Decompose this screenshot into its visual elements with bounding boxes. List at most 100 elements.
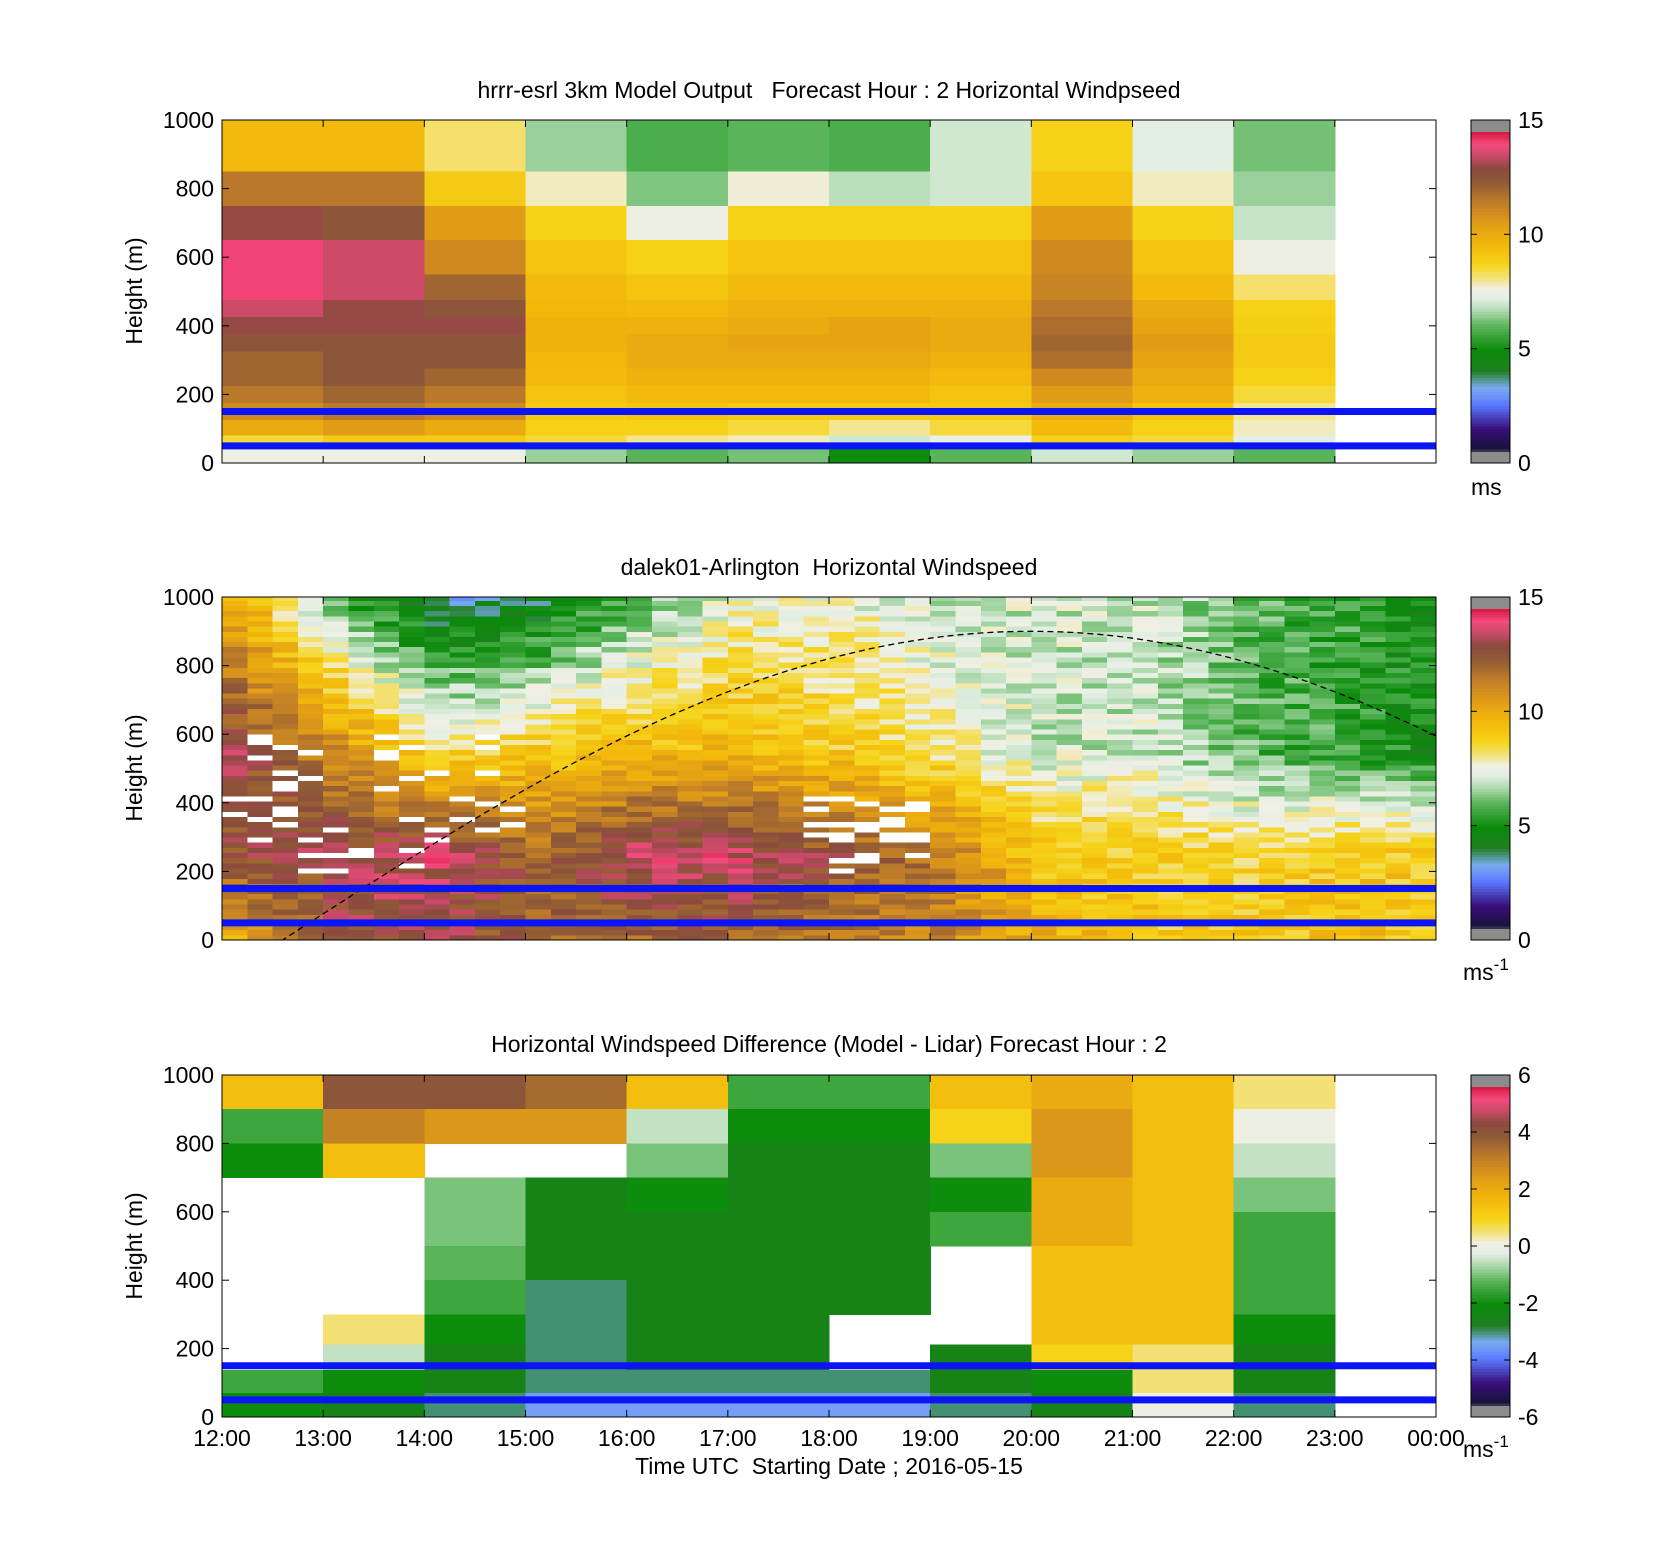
heatmap-cell	[753, 909, 779, 915]
heatmap-cell	[955, 847, 982, 854]
heatmap-cell	[576, 780, 602, 787]
colorbar-swatch	[1471, 208, 1510, 213]
heatmap-cell	[399, 790, 425, 797]
colorbar-swatch	[1471, 908, 1510, 913]
heatmap-cell	[1258, 909, 1285, 915]
heatmap-cell	[1233, 759, 1260, 766]
heatmap-cell	[550, 821, 577, 828]
heatmap-cell	[778, 842, 805, 848]
heatmap-cell	[1334, 698, 1361, 704]
heatmap-cell	[474, 909, 501, 915]
heatmap-cell	[525, 708, 552, 715]
x-tick-label: 12:00	[193, 1425, 251, 1451]
heatmap-cell	[1334, 682, 1361, 689]
heatmap-cell	[1309, 806, 1336, 812]
heatmap-cell	[829, 1177, 931, 1213]
heatmap-cell	[500, 780, 526, 787]
heatmap-cell	[778, 646, 805, 653]
heatmap-cell	[399, 914, 425, 920]
heatmap-cell	[1107, 672, 1133, 679]
heatmap-cell	[449, 626, 476, 632]
heatmap-cell	[500, 765, 526, 771]
colorbar-swatch	[1471, 1354, 1510, 1358]
heatmap-cell	[1132, 903, 1159, 910]
heatmap-cell	[323, 826, 349, 833]
heatmap-cell	[424, 780, 451, 787]
heatmap-cell	[753, 785, 779, 792]
heatmap-cell	[550, 806, 577, 812]
heatmap-cell	[525, 646, 552, 653]
heatmap-cell	[399, 693, 425, 699]
heatmap-cell	[247, 698, 274, 704]
heatmap-cell	[424, 682, 451, 689]
heatmap-cell	[1233, 785, 1260, 792]
colorbar-swatch	[1471, 751, 1510, 755]
heatmap-cell	[803, 816, 830, 823]
heatmap-cell	[930, 662, 956, 668]
heatmap-cell	[1360, 873, 1386, 879]
heatmap-cell	[1233, 605, 1260, 612]
heatmap-cell	[525, 703, 552, 709]
heatmap-cell	[348, 780, 375, 787]
heatmap-cell	[474, 651, 501, 658]
heatmap-cell	[677, 682, 704, 689]
heatmap-cell	[525, 351, 628, 370]
heatmap-cell	[753, 600, 779, 607]
heatmap-cell	[1081, 831, 1108, 838]
heatmap-cell	[727, 759, 754, 766]
heatmap-cell	[449, 765, 476, 771]
panel-lidar-colorbar-unit: ms-1	[1463, 955, 1509, 985]
heatmap-cell	[1031, 729, 1058, 735]
heatmap-cell	[1157, 703, 1184, 709]
heatmap-cell	[1031, 682, 1058, 689]
heatmap-cell	[500, 837, 526, 843]
heatmap-cell	[1258, 703, 1285, 709]
heatmap-cell	[1284, 785, 1311, 792]
heatmap-cell	[272, 631, 299, 637]
colorbar-swatch	[1471, 854, 1510, 858]
heatmap-cell	[1233, 775, 1260, 781]
heatmap-cell	[930, 718, 956, 725]
heatmap-cell	[449, 811, 476, 818]
heatmap-cell	[601, 672, 628, 679]
heatmap-cell	[1284, 698, 1311, 704]
heatmap-cell	[500, 621, 526, 627]
heatmap-cell	[1309, 621, 1336, 627]
heatmap-cell	[297, 682, 324, 689]
heatmap-cell	[1183, 795, 1209, 802]
colorbar-swatch	[1471, 651, 1510, 655]
heatmap-cell	[474, 693, 501, 699]
colorbar-swatch	[1471, 1214, 1510, 1219]
heatmap-cell	[247, 903, 274, 910]
colorbar-swatch	[1471, 1240, 1510, 1244]
heatmap-cell	[500, 646, 526, 653]
heatmap-cell	[323, 893, 349, 900]
heatmap-cell	[424, 909, 451, 915]
heatmap-cell	[1107, 811, 1133, 818]
heatmap-cell	[677, 837, 704, 843]
heatmap-cell	[399, 682, 425, 689]
heatmap-cell	[1385, 873, 1412, 879]
heatmap-cell	[399, 806, 425, 812]
heatmap-cell	[980, 657, 1007, 663]
heatmap-cell	[1132, 842, 1159, 848]
heatmap-cell	[803, 754, 830, 761]
heatmap-cell	[247, 631, 274, 637]
heatmap-cell	[904, 631, 931, 637]
heatmap-cell	[1284, 597, 1311, 601]
heatmap-cell	[930, 857, 956, 864]
heatmap-cell	[1334, 739, 1361, 745]
heatmap-cell	[829, 605, 855, 612]
heatmap-cell	[525, 682, 552, 689]
heatmap-cell	[1157, 672, 1184, 679]
heatmap-cell	[753, 597, 779, 601]
heatmap-cell	[702, 837, 729, 843]
colorbar-swatch	[1471, 1220, 1510, 1224]
heatmap-cell	[702, 867, 729, 874]
heatmap-cell	[1107, 780, 1133, 787]
heatmap-cell	[500, 698, 526, 704]
heatmap-cell	[930, 120, 1032, 173]
heatmap-cell	[1360, 847, 1386, 854]
colorbar-swatch	[1471, 777, 1510, 781]
colorbar-swatch	[1471, 1140, 1510, 1144]
